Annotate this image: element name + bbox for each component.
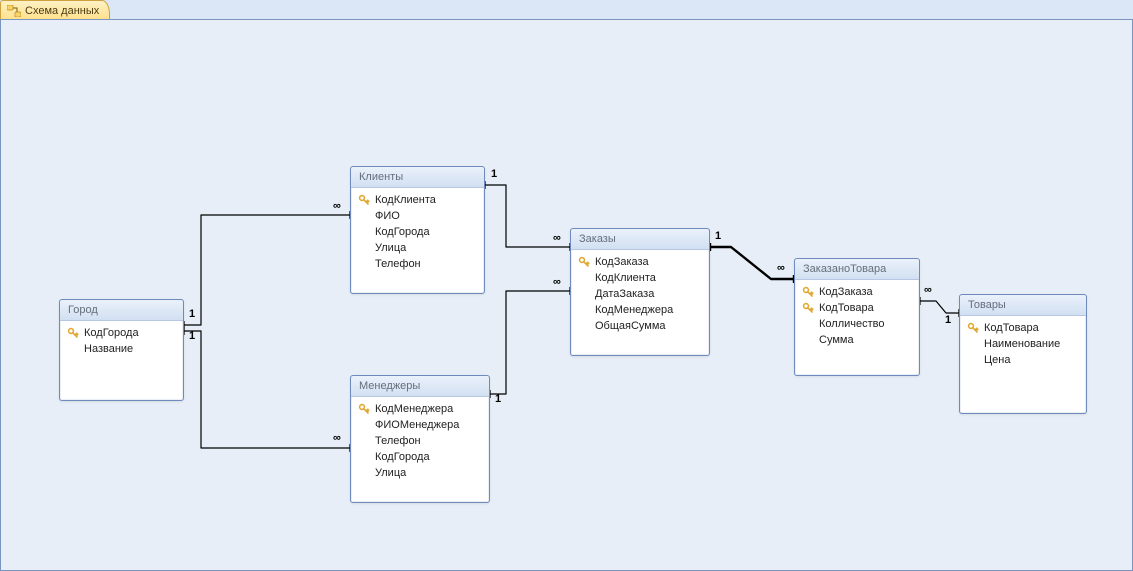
- field-name: Колличество: [819, 316, 885, 332]
- field-name: КодКлиента: [375, 192, 436, 208]
- field-row[interactable]: КодТовара: [801, 300, 913, 316]
- relationship-line[interactable]: [485, 185, 570, 247]
- tabstrip: Схема данных: [0, 0, 1133, 20]
- field-row[interactable]: Телефон: [357, 433, 483, 449]
- relationships-icon: [7, 5, 21, 17]
- entity-body: КодГородаНазвание: [60, 321, 183, 365]
- entity-title[interactable]: Клиенты: [351, 167, 484, 188]
- field-row[interactable]: КодЗаказа: [801, 284, 913, 300]
- field-name: КодМенеджера: [595, 302, 673, 318]
- entity-body: КодЗаказаКодКлиентаДатаЗаказаКодМенеджер…: [571, 250, 709, 342]
- cardinality-many: ∞: [553, 233, 561, 244]
- entity-tovary[interactable]: ТоварыКодТовараНаименованиеЦена: [959, 294, 1087, 414]
- entity-body: КодКлиентаФИОКодГородаУлицаТелефон: [351, 188, 484, 280]
- field-row[interactable]: Улица: [357, 240, 478, 256]
- field-row[interactable]: КодКлиента: [357, 192, 478, 208]
- relationship-line[interactable]: [184, 331, 350, 448]
- entity-body: КодМенеджераФИОМенеджераТелефонКодГорода…: [351, 397, 489, 489]
- field-name: Телефон: [375, 256, 421, 272]
- entity-menedzhery[interactable]: МенеджерыКодМенеджераФИОМенеджераТелефон…: [350, 375, 490, 503]
- field-name: КодЗаказа: [819, 284, 873, 300]
- field-row[interactable]: КодМенеджера: [577, 302, 703, 318]
- key-icon: [357, 194, 371, 206]
- field-name: ОбщаяСумма: [595, 318, 666, 334]
- entity-klienty[interactable]: КлиентыКодКлиентаФИОКодГородаУлицаТелефо…: [350, 166, 485, 294]
- field-row[interactable]: Наименование: [966, 336, 1080, 352]
- cardinality-one: 1: [491, 169, 497, 180]
- field-name: КодМенеджера: [375, 401, 453, 417]
- cardinality-many: ∞: [333, 201, 341, 212]
- cardinality-one: 1: [495, 394, 501, 405]
- cardinality-many: ∞: [553, 277, 561, 288]
- entity-title[interactable]: Товары: [960, 295, 1086, 316]
- field-row[interactable]: Улица: [357, 465, 483, 481]
- field-row[interactable]: Название: [66, 341, 177, 357]
- field-name: Сумма: [819, 332, 854, 348]
- field-row[interactable]: ДатаЗаказа: [577, 286, 703, 302]
- field-row[interactable]: Цена: [966, 352, 1080, 368]
- field-name: КодГорода: [375, 449, 430, 465]
- relationship-line[interactable]: [710, 247, 794, 279]
- field-row[interactable]: ФИОМенеджера: [357, 417, 483, 433]
- entity-zakazanotovara[interactable]: ЗаказаноТовараКодЗаказаКодТовараКолличес…: [794, 258, 920, 376]
- entity-title[interactable]: Заказы: [571, 229, 709, 250]
- relationships-window: Схема данных ГородКодГородаНазваниеКлиен…: [0, 0, 1133, 571]
- cardinality-one: 1: [189, 331, 195, 342]
- field-name: Улица: [375, 465, 406, 481]
- field-name: ФИО: [375, 208, 400, 224]
- field-row[interactable]: КодГорода: [357, 449, 483, 465]
- field-row[interactable]: ОбщаяСумма: [577, 318, 703, 334]
- field-row[interactable]: Сумма: [801, 332, 913, 348]
- entity-gorod[interactable]: ГородКодГородаНазвание: [59, 299, 184, 401]
- field-name: КодЗаказа: [595, 254, 649, 270]
- diagram-workspace[interactable]: ГородКодГородаНазваниеКлиентыКодКлиентаФ…: [0, 19, 1133, 571]
- key-icon: [801, 302, 815, 314]
- key-icon: [66, 327, 80, 339]
- field-name: ФИОМенеджера: [375, 417, 459, 433]
- tab-schema[interactable]: Схема данных: [0, 0, 110, 20]
- cardinality-many: ∞: [333, 433, 341, 444]
- field-name: Телефон: [375, 433, 421, 449]
- field-name: Название: [84, 341, 133, 357]
- field-name: ДатаЗаказа: [595, 286, 654, 302]
- field-name: КодГорода: [84, 325, 139, 341]
- cardinality-one: 1: [189, 309, 195, 320]
- field-row[interactable]: Колличество: [801, 316, 913, 332]
- relationship-line[interactable]: [490, 291, 570, 394]
- field-name: Улица: [375, 240, 406, 256]
- entity-body: КодЗаказаКодТовараКолличествоСумма: [795, 280, 919, 356]
- cardinality-many: ∞: [777, 263, 785, 274]
- entity-title[interactable]: ЗаказаноТовара: [795, 259, 919, 280]
- field-name: КодТовара: [984, 320, 1039, 336]
- field-name: КодКлиента: [595, 270, 656, 286]
- field-row[interactable]: КодТовара: [966, 320, 1080, 336]
- entity-body: КодТовараНаименованиеЦена: [960, 316, 1086, 376]
- key-icon: [577, 256, 591, 268]
- field-row[interactable]: КодЗаказа: [577, 254, 703, 270]
- key-icon: [357, 403, 371, 415]
- entity-title[interactable]: Город: [60, 300, 183, 321]
- field-name: КодТовара: [819, 300, 874, 316]
- field-row[interactable]: КодКлиента: [577, 270, 703, 286]
- key-icon: [801, 286, 815, 298]
- field-row[interactable]: КодМенеджера: [357, 401, 483, 417]
- relationship-line[interactable]: [184, 215, 350, 325]
- key-icon: [966, 322, 980, 334]
- field-name: Наименование: [984, 336, 1060, 352]
- field-name: КодГорода: [375, 224, 430, 240]
- field-row[interactable]: Телефон: [357, 256, 478, 272]
- field-row[interactable]: ФИО: [357, 208, 478, 224]
- field-row[interactable]: КодГорода: [66, 325, 177, 341]
- field-name: Цена: [984, 352, 1010, 368]
- tab-title: Схема данных: [25, 5, 99, 17]
- entity-zakazy[interactable]: ЗаказыКодЗаказаКодКлиентаДатаЗаказаКодМе…: [570, 228, 710, 356]
- cardinality-one: 1: [945, 315, 951, 326]
- relationship-line[interactable]: [920, 301, 959, 313]
- entity-title[interactable]: Менеджеры: [351, 376, 489, 397]
- field-row[interactable]: КодГорода: [357, 224, 478, 240]
- cardinality-many: ∞: [924, 285, 932, 296]
- cardinality-one: 1: [715, 231, 721, 242]
